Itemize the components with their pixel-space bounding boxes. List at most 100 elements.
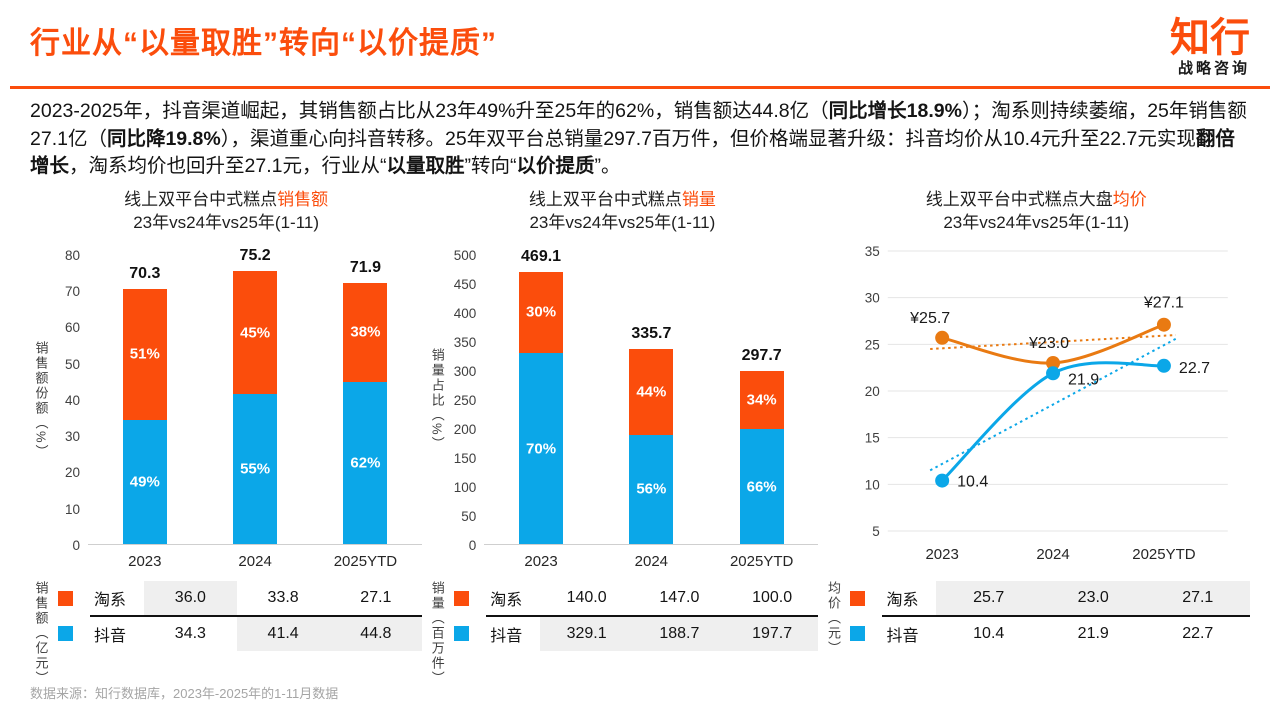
table-row-content: 抖音 329.1 188.7 197.7 (486, 616, 819, 651)
series-name: 淘系 (94, 591, 127, 609)
legend-swatch-抖音 (850, 626, 866, 642)
intro-paragraph: 2023-2025年，抖音渠道崛起，其销售额占比从23年49%升至25年的62%… (30, 98, 1250, 181)
intro-bold-text: 以价提质 (516, 155, 595, 178)
table-axis-label: 销售额（亿元） (33, 580, 49, 686)
table-value: 33.8 (267, 588, 299, 606)
trend-line-抖音 (930, 337, 1177, 472)
price-data-table: 均价（元） 淘系 25.7 23.0 27.1 抖音 10.4 21.9 22.7 (822, 580, 1251, 656)
data-point-抖音 (935, 473, 950, 488)
bar-segment-label: 55% (240, 460, 271, 478)
series-name: 抖音 (886, 627, 919, 645)
logo-brand: 知行 (1170, 16, 1250, 60)
bar-segment-淘系: 44% (629, 349, 674, 435)
legend-swatch-cell (52, 581, 90, 617)
y-tick-label: 10 (865, 477, 880, 492)
intro-bold-text: 以量取胜 (386, 155, 465, 178)
data-point-label: ¥25.7 (910, 310, 951, 327)
table-axis-label: 均价（元） (825, 580, 841, 656)
header: 行业从“以量取胜”转向“以价提质” 知行 战略咨询 (30, 0, 1250, 76)
table-row-抖音: 抖音 34.3 41.4 44.8 (52, 616, 423, 651)
price-chart-block: 线上双平台中式糕点大盘均价 23年vs24年vs25年(1-11) 5 10 15 2… (822, 189, 1251, 686)
bar-plot: 49% 51% 70.3 2023 55% 45% 75.2 2024 62% 38% 71.9 20… (88, 247, 423, 570)
bar-plot: 70% 30% 469.1 2023 56% 44% 335.7 2024 66% 34% 297.… (484, 248, 819, 570)
y-tick-label: 5 (873, 524, 881, 539)
y-tick-label: 20 (865, 384, 880, 399)
table-row-淘系: 淘系 36.0 33.8 27.1 (52, 580, 423, 617)
data-source: 数据来源：知行数据库，2023年-2025年的1-11月数据 (30, 686, 339, 701)
y-tick-label: 15 (865, 431, 880, 446)
series-name: 淘系 (886, 591, 919, 609)
table-value: 100.0 (752, 588, 793, 606)
y-tick-label: 0 (468, 537, 477, 553)
y-tick-label: 400 (453, 305, 477, 321)
table-value: 41.4 (236, 616, 330, 651)
data-point-抖音 (1046, 366, 1061, 381)
bar-segment-label: 66% (746, 478, 777, 496)
bar-segment-抖音: 66% (739, 429, 784, 544)
series-name: 抖音 (94, 627, 127, 645)
bar-total-label: 75.2 (239, 247, 271, 265)
sales-chart-title-text: 线上双平台中式糕点 (124, 190, 278, 210)
price-chart-title-highlight: 均价 (1112, 190, 1147, 210)
bar-segment-抖音: 49% (122, 419, 167, 544)
intro-text: ”。 (594, 155, 621, 178)
intro-bold-text: 同比增长18.9% (828, 100, 962, 122)
table-axis-title: 销量（百万件） (426, 581, 448, 686)
bar-segment-淘系: 51% (122, 289, 167, 420)
table-value: 140.0 (566, 588, 607, 606)
table-value: 197.7 (725, 616, 819, 651)
bar-2024: 55% 45% 75.2 2024 (233, 247, 278, 570)
bar-segment-label: 70% (526, 440, 557, 457)
sales-data-table: 销售额（亿元） 淘系 36.0 33.8 27.1 抖音 34.3 41.4 44.8 (30, 580, 423, 686)
data-point-淘系 (1046, 355, 1061, 370)
bar-2023: 70% 30% 469.1 2023 (519, 248, 564, 570)
y-tick-label: 350 (453, 334, 477, 350)
y-axis-ticks: 0 50 100 150 200 250 300 350 400 450 500 (448, 248, 484, 553)
legend-swatch-抖音 (454, 626, 470, 642)
bar-segment-抖音: 55% (233, 393, 278, 544)
table-value: 25.7 (936, 580, 1041, 615)
data-point-label: 22.7 (1179, 360, 1210, 377)
y-axis-title-column: 销量占比（%） (426, 255, 448, 545)
table-value: 23.0 (1040, 580, 1146, 615)
bar-segment-抖音: 62% (343, 381, 388, 544)
x-axis-label: 2025YTD (1133, 546, 1197, 563)
sales-bar-chart: 销售额份额（%） 0 10 20 30 40 50 60 70 80 49% 51% 70.3 2023 5… (30, 241, 423, 571)
bar-total-label: 335.7 (631, 325, 672, 343)
bar-segment-label: 45% (240, 324, 271, 342)
table-value: 36.0 (144, 580, 237, 615)
intro-bold-text: 同比降19.8% (106, 127, 221, 150)
y-tick-label: 60 (64, 320, 80, 336)
charts-row: 线上双平台中式糕点销售额 23年vs24年vs25年(1-11) 销售额份额（%… (30, 189, 1251, 686)
y-axis-title-column: 销售额份额（%） (30, 255, 52, 545)
bar-segment-淘系: 34% (739, 371, 784, 430)
table-value: 10.4 (973, 624, 1005, 642)
bar-segment-抖音: 70% (519, 353, 564, 544)
table-row-content: 淘系 140.0 147.0 100.0 (486, 581, 819, 617)
y-tick-label: 50 (461, 508, 477, 524)
table-row-淘系: 淘系 140.0 147.0 100.0 (448, 581, 819, 617)
y-tick-label: 80 (64, 247, 80, 263)
table-row-content: 淘系 25.7 23.0 27.1 (882, 580, 1251, 617)
legend-swatch-淘系 (850, 591, 866, 607)
x-axis-label: 2023 (524, 552, 558, 570)
sales-chart-title-highlight: 销售额 (277, 190, 329, 210)
table-body: 淘系 36.0 33.8 27.1 抖音 34.3 41.4 44.8 (52, 580, 423, 686)
data-point-抖音 (1157, 358, 1172, 373)
volume-chart-block: 线上双平台中式糕点销量 23年vs24年vs25年(1-11) 销量占比（%） 0… (426, 189, 819, 686)
y-axis-title: 销量占比（%） (429, 348, 445, 452)
legend-swatch-抖音 (58, 626, 73, 642)
data-point-label: ¥23.0 (1028, 335, 1069, 352)
volume-chart-title: 线上双平台中式糕点销量 23年vs24年vs25年(1-11) (426, 189, 818, 235)
intro-text: 2023-2025年，抖音渠道崛起，其销售额占比从23年49%升至25年的62%… (30, 100, 829, 122)
legend-swatch-淘系 (454, 591, 470, 607)
bar-segment-淘系: 45% (233, 271, 278, 394)
price-line-svg: 5 10 15 20 25 30 35 2023 2024 2025YTD ¥25.7 ¥23.0 ¥2… (865, 244, 1229, 563)
volume-chart-title-highlight: 销量 (681, 190, 716, 210)
sales-chart-subtitle: 23年vs24年vs25年(1-11) (133, 213, 320, 232)
table-row-content: 抖音 10.4 21.9 22.7 (882, 617, 1250, 651)
title-divider (10, 86, 1270, 89)
y-tick-label: 0 (72, 537, 80, 553)
x-axis-label: 2023 (128, 552, 162, 570)
y-tick-label: 20 (64, 465, 80, 481)
